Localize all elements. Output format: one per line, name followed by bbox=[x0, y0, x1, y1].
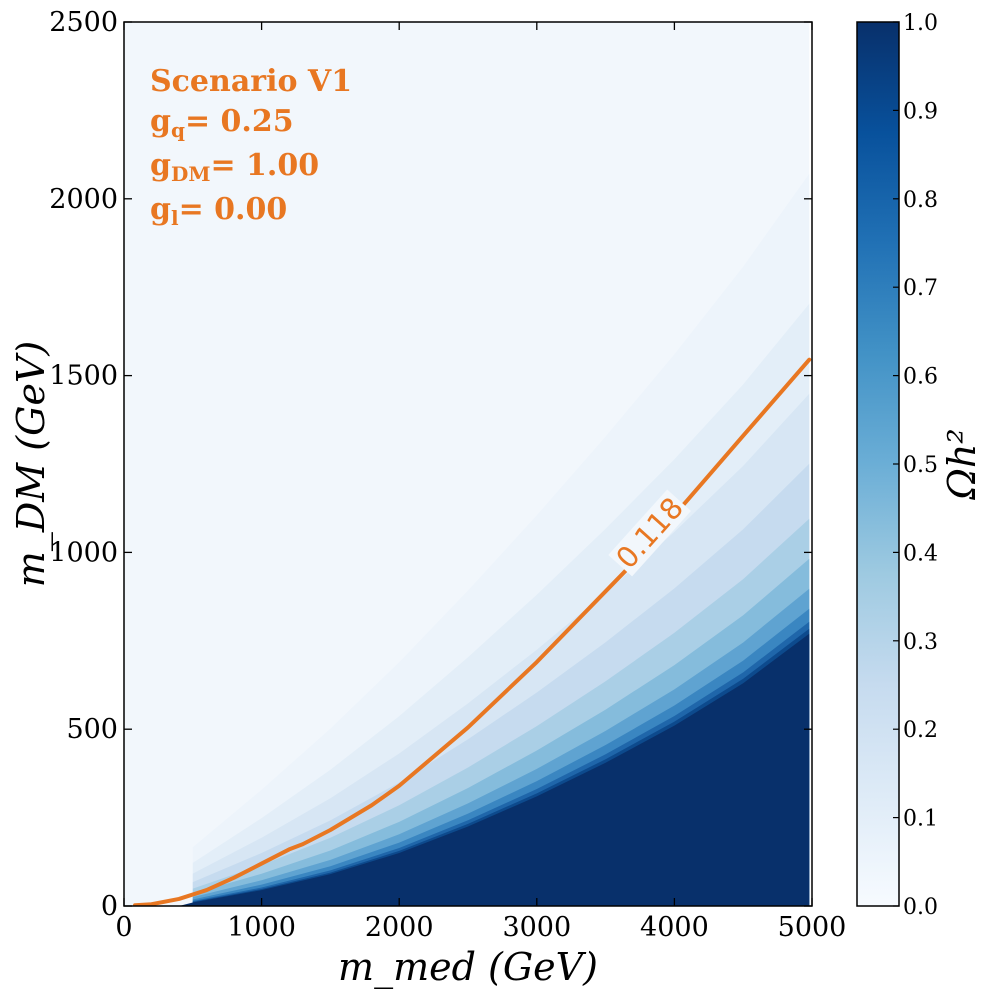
x-tick-label: 0 bbox=[115, 912, 132, 943]
colorbar-tick-label: 0.0 bbox=[903, 895, 938, 920]
annotation-title: Scenario V1 bbox=[150, 64, 352, 99]
y-tick-label: 2000 bbox=[49, 184, 118, 215]
x-tick-label: 1000 bbox=[227, 912, 296, 943]
x-axis-ticks: 0 1000 2000 3000 4000 5000 bbox=[115, 22, 846, 943]
plot-frame bbox=[123, 21, 813, 907]
annotation-line-gq: gq= 0.25 bbox=[150, 104, 294, 142]
heatmap-saturated-region bbox=[179, 633, 810, 906]
y-tick-label: 1500 bbox=[49, 361, 118, 392]
x-tick-label: 2000 bbox=[365, 912, 434, 943]
x-tick-label: 5000 bbox=[778, 912, 847, 943]
x-tick-label: 3000 bbox=[502, 912, 571, 943]
colorbar-tick-label: 0.2 bbox=[903, 718, 938, 743]
annotation-line-gl: gl= 0.00 bbox=[150, 192, 287, 230]
colorbar-tick-label: 1.0 bbox=[903, 11, 938, 36]
colorbar-tick-label: 0.9 bbox=[903, 99, 938, 124]
y-tick-label: 0 bbox=[101, 891, 118, 922]
contour-label-gap bbox=[608, 489, 691, 577]
x-axis-title: m_med (GeV) bbox=[338, 945, 598, 990]
scenario-annotation: Scenario V1 gq= 0.25 gDM= 1.00 gl= 0.00 bbox=[150, 64, 352, 230]
colorbar-tick-label: 0.3 bbox=[903, 630, 938, 655]
y-axis-title: m_DM (GeV) bbox=[9, 341, 54, 587]
colorbar-tick-label: 0.5 bbox=[903, 453, 938, 478]
x-tick-label: 4000 bbox=[640, 912, 709, 943]
colorbar-title: Ωh² bbox=[940, 428, 984, 500]
colorbar-tick-label: 0.6 bbox=[903, 365, 938, 390]
y-tick-label: 1000 bbox=[49, 537, 118, 568]
colorbar-tick-label: 0.1 bbox=[903, 807, 938, 832]
heatmap-plot-area: 0.118 0 1000 2000 3000 4000 5000 050010001500… bbox=[49, 7, 846, 943]
y-tick-label: 2500 bbox=[49, 7, 118, 38]
colorbar: 0.0 0.1 0.2 0.3 0.4 0.5 0.6 0.7 0.8 0.9 1.0 Ωh² bbox=[856, 11, 984, 920]
annotation-line-gdm: gDM= 1.00 bbox=[150, 148, 319, 186]
colorbar-tick-label: 0.7 bbox=[903, 276, 938, 301]
colorbar-tick-label: 0.4 bbox=[903, 541, 938, 566]
colorbar-ticks: 0.0 0.1 0.2 0.3 0.4 0.5 0.6 0.7 0.8 0.9 1.0 bbox=[893, 11, 938, 920]
y-axis-ticks: 0 500 1000 1500 2000 2500 bbox=[49, 7, 812, 922]
colorbar-gradient bbox=[856, 21, 900, 907]
y-tick-label: 500 bbox=[66, 714, 118, 745]
heatmap-layer bbox=[124, 22, 810, 906]
colorbar-tick-label: 0.8 bbox=[903, 188, 938, 213]
